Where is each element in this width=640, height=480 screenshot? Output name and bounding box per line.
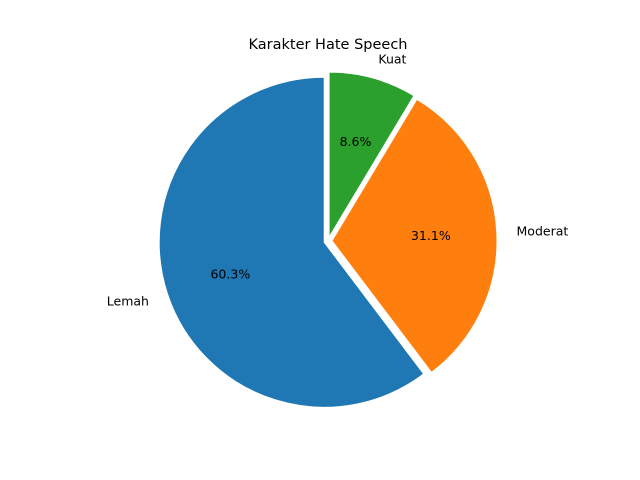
chart-title: Karakter Hate Speech: [249, 37, 408, 53]
slice-percent-moderat: 31.1%: [411, 228, 451, 243]
slice-percent-kuat: 8.6%: [340, 134, 372, 149]
slice-label-lemah: Lemah: [107, 294, 149, 309]
pie-slice-moderat: [331, 98, 498, 373]
slice-label-moderat: Moderat: [517, 223, 569, 238]
pie-slices: [158, 71, 498, 408]
pie-slice-kuat: [328, 71, 415, 238]
slice-percent-lemah: 60.3%: [210, 266, 250, 281]
slice-label-kuat: Kuat: [378, 52, 406, 67]
pie-slice-lemah: [158, 76, 425, 408]
pie-labels: Kuat 8.6% Moderat 31.1% Lemah 60.3%: [107, 52, 569, 309]
